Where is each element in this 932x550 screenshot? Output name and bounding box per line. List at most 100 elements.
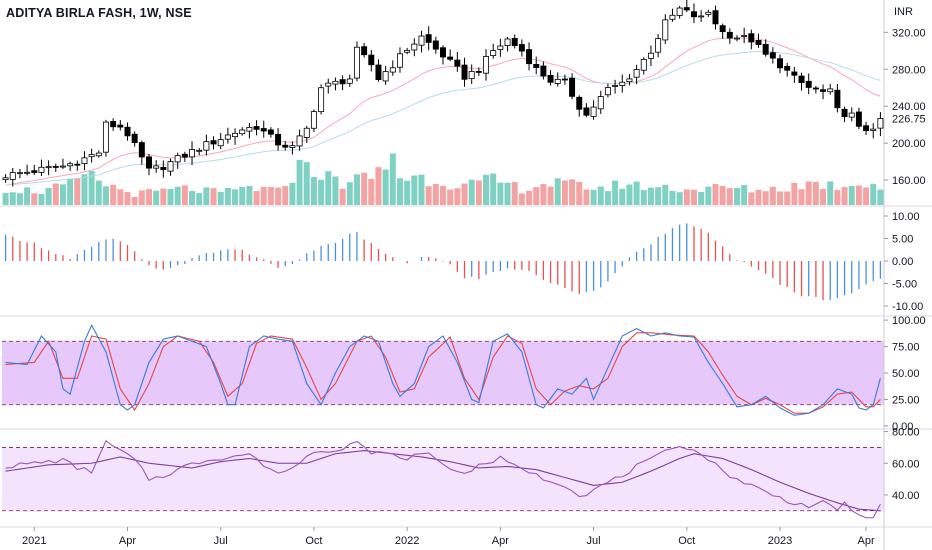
volume-bar	[167, 188, 174, 205]
candle-body	[784, 65, 791, 71]
volume-bar	[303, 162, 310, 205]
candle-body	[777, 58, 784, 69]
stochastic-pane	[2, 324, 884, 416]
candle-body	[382, 71, 389, 82]
candle-body	[662, 19, 669, 41]
volume-bar	[67, 178, 74, 205]
volume-bar	[619, 188, 626, 205]
candle-body	[196, 149, 203, 152]
volume-bar	[368, 178, 375, 205]
volume-bar	[690, 189, 697, 205]
volume-bar	[741, 185, 748, 205]
candle-body	[504, 38, 511, 46]
volume-bar	[612, 180, 619, 205]
volume-bar	[102, 186, 109, 205]
volume-bar	[468, 179, 475, 205]
candle-body	[81, 157, 88, 165]
volume-bar	[289, 182, 296, 205]
candle-body	[468, 71, 475, 80]
candle-body	[45, 166, 52, 169]
candle-body	[805, 80, 812, 88]
candle-body	[267, 129, 274, 135]
volume-bar	[669, 190, 676, 205]
candle-body	[604, 87, 611, 96]
volume-bar	[260, 186, 267, 205]
volume-bar	[224, 188, 231, 205]
volume-bar	[339, 188, 346, 205]
candle-body	[31, 170, 38, 173]
volume-bar	[841, 187, 848, 205]
candle-body	[275, 133, 282, 146]
candle-body	[769, 52, 776, 59]
volume-bar	[296, 159, 303, 205]
candle-body	[655, 38, 662, 53]
candle-body	[418, 35, 425, 46]
volume-bar	[597, 186, 604, 205]
volume-bar	[59, 184, 66, 205]
volume-bar	[361, 172, 368, 205]
rsi-band	[2, 447, 884, 511]
candle-body	[683, 7, 690, 11]
volume-bar	[762, 191, 769, 205]
volume-bar	[232, 189, 239, 205]
volume-bar	[805, 181, 812, 205]
candle-body	[726, 31, 733, 39]
volume-bar	[375, 167, 382, 205]
candle-body	[110, 121, 117, 128]
candle-body	[74, 163, 81, 166]
candle-body	[590, 106, 597, 117]
volume-bar	[576, 181, 583, 205]
volume-bar	[217, 191, 224, 205]
candle-body	[877, 118, 884, 129]
candle-body	[411, 43, 418, 51]
volume-bar	[24, 187, 31, 205]
volume-bar	[425, 186, 432, 205]
volume-bar	[626, 184, 633, 205]
x-axis-label: Jul	[214, 535, 228, 547]
candle-body	[296, 135, 303, 147]
volume-bar	[396, 178, 403, 205]
volume-bar	[712, 184, 719, 205]
candle-body	[332, 80, 339, 85]
candle-body	[325, 82, 332, 87]
rsi-ma-line	[5, 450, 881, 512]
candle-body	[353, 46, 360, 79]
candle-body	[798, 75, 805, 83]
volume-bar	[726, 188, 733, 205]
candle-body	[741, 35, 748, 37]
candle-body	[755, 40, 762, 45]
volume-bar	[346, 182, 353, 205]
candle-body	[88, 154, 95, 158]
volume-bar	[554, 178, 561, 205]
candle-body	[705, 11, 712, 15]
currency-label: INR	[894, 6, 913, 18]
volume-bar	[655, 187, 662, 205]
volume-bar	[275, 187, 282, 205]
volume-bar	[95, 180, 102, 205]
price-axis-label: 320.00	[892, 27, 926, 39]
candle-body	[475, 71, 482, 73]
candle-body	[16, 172, 23, 175]
candle-body	[518, 44, 525, 52]
candle-body	[396, 53, 403, 68]
macd-axis-label: -5.00	[892, 279, 917, 291]
volume-bar	[52, 183, 59, 205]
volume-bar	[9, 192, 16, 205]
volume-bar	[526, 190, 533, 205]
candle-body	[762, 43, 769, 55]
volume-bar	[877, 189, 884, 205]
volume-bar	[16, 193, 23, 205]
candle-body	[303, 127, 310, 138]
volume-bar	[676, 192, 683, 205]
candle-body	[24, 171, 31, 174]
candle-body	[404, 50, 411, 53]
candle-body	[282, 144, 289, 148]
candle-body	[153, 165, 160, 169]
x-axis-label: 2022	[395, 535, 419, 547]
candle-body	[841, 108, 848, 117]
stochastic-axis-label: 50.00	[892, 368, 920, 380]
volume-bar	[863, 187, 870, 205]
volume-bar	[174, 186, 181, 205]
candle-body	[870, 128, 877, 131]
candle-body	[239, 129, 246, 135]
